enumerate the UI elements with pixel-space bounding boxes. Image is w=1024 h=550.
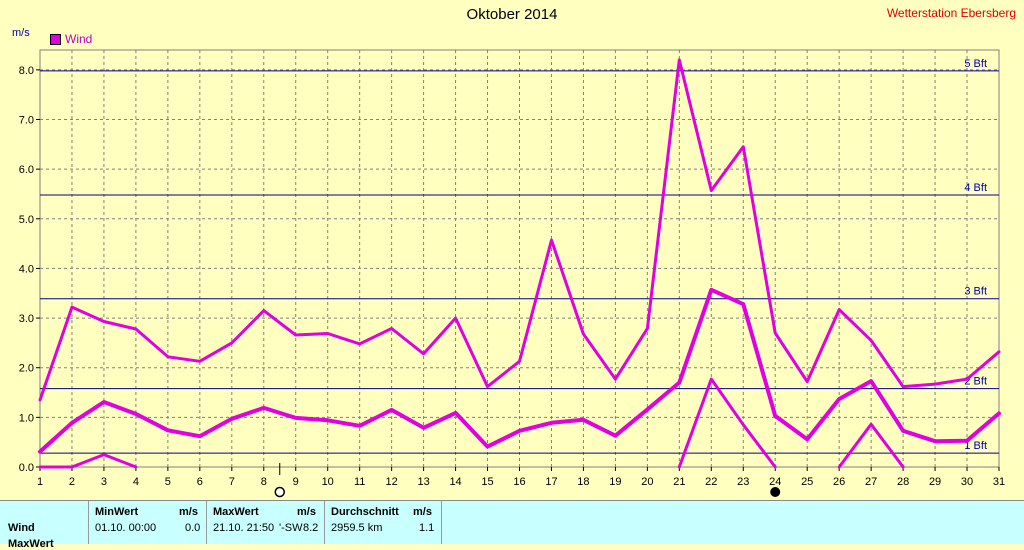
x-tick-label: 14 — [449, 476, 461, 488]
legend-swatch — [50, 33, 61, 45]
x-tick-label: 24 — [769, 476, 781, 488]
max-header: MaxWert — [213, 506, 259, 518]
x-tick-label: 2 — [69, 476, 75, 488]
x-tick-label: 12 — [386, 476, 398, 488]
stats-min-column: MinWert m/s 01.10. 00:00 0.0 — [88, 501, 207, 544]
max-value: 8.2 — [303, 522, 319, 534]
x-tick-label: 9 — [293, 476, 299, 488]
x-tick-label: 6 — [197, 476, 203, 488]
x-tick-label: 3 — [101, 476, 107, 488]
beaufort-label: 3 Bft — [964, 286, 987, 298]
legend-label: Wind — [65, 32, 93, 46]
new-moon-icon — [770, 487, 781, 497]
legend[interactable]: Wind — [50, 32, 92, 46]
wind-chart: 1 2 3 4 5 6 7 8 9 10 11 12 13 14 15 16 17 18 19 20 21 22 23 24 2… — [19, 49, 1005, 498]
y-tick-label: 7.0 — [19, 115, 34, 127]
y-tick-label: 8.0 — [19, 65, 34, 77]
beaufort-label: 1 Bft — [964, 440, 987, 452]
x-tick-label: 16 — [513, 476, 525, 488]
y-tick-label: 5.0 — [19, 214, 34, 226]
series-line-mean — [38, 287, 1001, 454]
x-tick-label: 13 — [417, 476, 429, 488]
x-tick-label: 1 — [37, 476, 43, 488]
x-tick-label: 18 — [577, 476, 589, 488]
beaufort-label: 2 Bft — [964, 376, 987, 388]
stats-panel: Wind MaxWert MinWert m/s 01.10. 00:00 0.… — [0, 500, 1024, 550]
x-tick-label: 31 — [993, 476, 1005, 488]
x-tick-label: 15 — [481, 476, 493, 488]
x-tick-label: 21 — [673, 476, 685, 488]
avg-distance: 2959.5 km — [331, 522, 383, 534]
y-axis-unit: m/s — [12, 27, 30, 39]
x-tick-label: 26 — [833, 476, 845, 488]
beaufort-label: 4 Bft — [964, 182, 987, 194]
stats-row-label: Wind — [8, 522, 35, 534]
x-tick-label: 27 — [865, 476, 877, 488]
x-tick-label: 4 — [133, 476, 139, 488]
y-tick-label: 2.0 — [19, 363, 34, 375]
y-tick-label: 4.0 — [19, 263, 34, 275]
y-tick-label: 6.0 — [19, 164, 34, 176]
y-tick-label: 1.0 — [19, 412, 34, 424]
max-time: 21.10. 21:50 — [213, 522, 275, 534]
x-tick-label: 30 — [961, 476, 973, 488]
min-value: 0.0 — [185, 522, 201, 534]
x-tick-label: 28 — [897, 476, 909, 488]
x-tick-label: 25 — [801, 476, 813, 488]
chart-title: Oktober 2014 — [466, 6, 558, 23]
x-tick-label: 19 — [609, 476, 621, 488]
y-tick-label: 3.0 — [19, 313, 34, 325]
max-direction: '-SW — [279, 522, 303, 534]
x-tick-label: 22 — [705, 476, 717, 488]
series-line-min — [38, 377, 905, 469]
stats-avg-column: Durchschnitt m/s 2959.5 km 1.1 — [324, 501, 442, 544]
min-unit: m/s — [179, 506, 198, 518]
full-moon-icon — [274, 486, 285, 498]
avg-unit: m/s — [413, 506, 432, 518]
y-tick-label: 0.0 — [19, 462, 34, 474]
x-tick-label: 20 — [641, 476, 653, 488]
min-time: 01.10. 00:00 — [95, 522, 157, 534]
max-unit: m/s — [297, 506, 316, 518]
x-tick-label: 29 — [929, 476, 941, 488]
avg-value: 1.1 — [419, 522, 435, 534]
beaufort-label: 5 Bft — [964, 58, 987, 70]
station-name: Wetterstation Ebersberg — [886, 6, 1016, 20]
x-tick-label: 5 — [165, 476, 171, 488]
x-tick-label: 8 — [261, 476, 267, 488]
x-tick-label: 7 — [229, 476, 235, 488]
stats-max-column: MaxWert m/s 21.10. 21:50 '-SW 8.2 — [206, 501, 325, 544]
avg-header: Durchschnitt — [331, 506, 399, 518]
x-tick-label: 23 — [737, 476, 749, 488]
x-tick-label: 10 — [322, 476, 334, 488]
series-line-max — [38, 58, 1001, 402]
stats-row-label-2: MaxWert — [8, 538, 54, 550]
x-tick-label: 11 — [354, 476, 365, 488]
x-tick-label: 17 — [545, 476, 557, 488]
min-header: MinWert — [95, 506, 139, 518]
